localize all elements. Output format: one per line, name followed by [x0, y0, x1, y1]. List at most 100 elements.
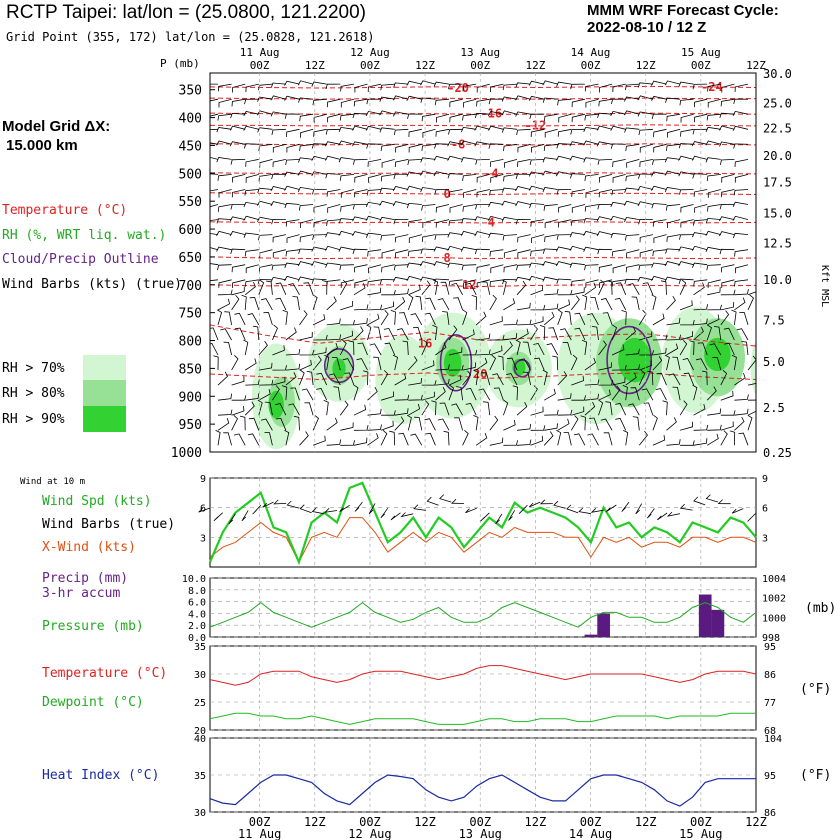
- wind-barb: [362, 370, 369, 386]
- wind-barb: [340, 204, 354, 212]
- wind-barb: [453, 297, 463, 311]
- wind-barb: [570, 128, 585, 135]
- wind-barb: [625, 364, 640, 371]
- legend-rh70-label: RH > 70%: [2, 361, 65, 376]
- wind-barb: [288, 283, 300, 295]
- wind-barb: [297, 261, 314, 267]
- heat-index-tick-c: 35: [194, 771, 206, 782]
- wind-barb: [598, 380, 614, 386]
- wind-barb: [230, 248, 246, 255]
- wind-barb: [325, 83, 341, 90]
- wind-barb: [666, 439, 681, 446]
- wind-barb: [210, 343, 219, 356]
- wind-barb: [433, 155, 450, 161]
- wind-barb: [448, 279, 463, 287]
- wind-barb: [210, 279, 219, 282]
- wind-barb: [584, 113, 599, 121]
- temp-tick-f: 86: [764, 670, 776, 681]
- wind-barb: [542, 187, 558, 193]
- wind-barb: [433, 261, 450, 267]
- wind-barb: [447, 155, 463, 161]
- wind-barb: [245, 83, 259, 93]
- wind-barb: [379, 127, 395, 133]
- wind-barb: [420, 248, 436, 254]
- wind-barb: [679, 400, 688, 416]
- wind-barb: [501, 96, 518, 102]
- wind-barb: [528, 95, 545, 101]
- isotherm-label: -24: [701, 80, 723, 94]
- wind-barb: [325, 232, 341, 238]
- heat-index-tick-f: 104: [764, 734, 782, 745]
- wind-barb: [672, 356, 681, 371]
- wind-barb: [571, 406, 585, 416]
- wind-barb: [365, 110, 382, 117]
- wind-barb: [299, 234, 314, 243]
- wind-barb: [583, 230, 599, 236]
- wind-barb: [664, 187, 681, 193]
- wind-barb: [721, 189, 735, 198]
- height-tick-label: 2.5: [763, 401, 785, 415]
- wind-barb: [720, 310, 730, 326]
- surface-wind-barb: [354, 501, 363, 512]
- wind-barb: [252, 325, 260, 341]
- wind-barb: [367, 304, 383, 311]
- wind-barb: [516, 128, 531, 136]
- time-label-top: 12Z: [305, 59, 325, 72]
- wind-barb: [230, 159, 246, 165]
- forecast-cycle-value: 2022-08-10 / 12 Z: [587, 19, 707, 36]
- wind-barb: [311, 171, 327, 177]
- wind-barb: [490, 264, 504, 274]
- wind-barb: [516, 302, 531, 311]
- wind-barb: [530, 285, 544, 296]
- wind-barb: [667, 219, 681, 228]
- surface-wind-barb: [705, 494, 719, 503]
- wind-barb: [678, 143, 694, 149]
- isotherm-line: [210, 221, 756, 224]
- wind-barb: [245, 159, 259, 167]
- wind-barb: [653, 234, 667, 243]
- temp-tick-c: 35: [194, 642, 206, 653]
- wind-barb: [272, 324, 278, 341]
- date-label-top: 12 Aug: [350, 46, 390, 59]
- wind-barb: [501, 200, 518, 206]
- wind-barb: [651, 275, 667, 281]
- wind-barb: [216, 127, 232, 133]
- isotherm-label: -12: [525, 118, 547, 132]
- surface-wind-barb: [747, 512, 757, 522]
- time-label-bottom: 12Z: [745, 815, 767, 829]
- wind-barb: [244, 189, 259, 196]
- wind-barb: [652, 356, 663, 371]
- wind-barb: [239, 415, 246, 431]
- legend-rh: RH (%, WRT liq. wat.): [2, 228, 167, 243]
- wind-barb: [380, 429, 388, 446]
- wind-barb: [298, 204, 314, 211]
- wind-barb: [365, 125, 382, 131]
- wind-barb: [293, 415, 300, 431]
- surface-wind-barb: [539, 499, 553, 505]
- pressure-tick: 998: [762, 633, 780, 644]
- wind-barb: [223, 341, 232, 356]
- precip-pressure-frame: [209, 577, 757, 638]
- wind-barb: [734, 289, 749, 296]
- wind-barb: [623, 200, 640, 206]
- wind-barb: [471, 295, 478, 310]
- wind-barb: [298, 248, 314, 254]
- wind-barb: [453, 417, 463, 431]
- wind-barb: [299, 349, 315, 356]
- wind-barb: [731, 309, 737, 325]
- wind-barb: [490, 83, 504, 93]
- surface-wind-barb: [590, 508, 604, 513]
- wind-barb: [432, 324, 438, 341]
- wind-barb: [449, 113, 463, 123]
- wind-barb: [557, 393, 572, 401]
- wind-barb: [218, 98, 232, 108]
- legend-wind-spd: Wind Spd (kts): [42, 494, 152, 509]
- wind-barb: [557, 409, 573, 416]
- time-label-top: 00Z: [360, 59, 380, 72]
- wind-barb: [407, 159, 422, 166]
- wind-barb: [501, 127, 518, 133]
- surface-wind-barb: [252, 505, 262, 515]
- wind-barb: [474, 248, 490, 255]
- wind-barb: [243, 111, 259, 117]
- wind-barb: [284, 171, 300, 177]
